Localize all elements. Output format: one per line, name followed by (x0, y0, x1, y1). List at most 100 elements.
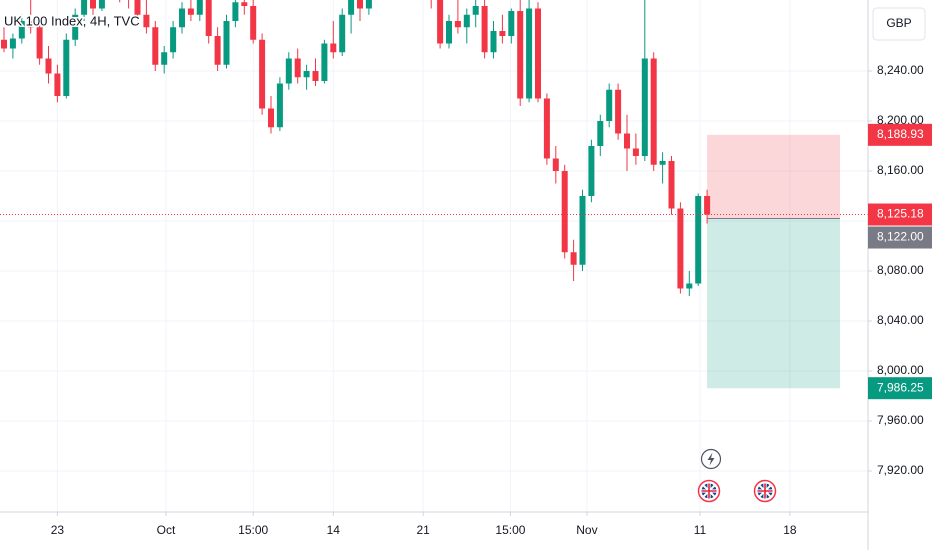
candle-body (624, 133, 630, 149)
candle-body (152, 27, 159, 65)
candle-body (348, 0, 355, 15)
price-badge-label: 7,986.25 (877, 380, 924, 394)
x-tick-label: 18 (783, 523, 797, 537)
candle-body (276, 83, 283, 128)
candle-body (205, 0, 212, 36)
candle-body (285, 58, 292, 84)
candle-body (72, 14, 79, 40)
candle-body (54, 73, 61, 96)
candle-body (588, 146, 595, 196)
candle-body (170, 27, 177, 53)
candle-body (161, 52, 168, 65)
candle-body (650, 58, 657, 165)
candle-body (686, 283, 693, 289)
candle-body (454, 21, 461, 28)
y-tick-label: 8,160.00 (877, 163, 924, 177)
candle-body (632, 148, 639, 156)
candle-body (668, 161, 675, 209)
candle-body (81, 0, 88, 15)
candle-body (90, 0, 96, 9)
candle-body (321, 43, 328, 81)
event-icons (697, 448, 777, 503)
candle-body (552, 158, 559, 171)
candle-body (579, 196, 586, 265)
price-badge (868, 226, 932, 249)
x-tick-label: 21 (417, 523, 431, 537)
candle-body (526, 8, 533, 99)
candle-body (232, 2, 239, 21)
candle-body (187, 8, 194, 15)
candle-body (268, 108, 274, 128)
candle-body (490, 31, 497, 53)
target-zone (707, 218, 840, 389)
candle-body (9, 38, 16, 49)
price-badge-label: 8,125.18 (877, 207, 924, 221)
candle-body (472, 6, 479, 15)
candle-body (27, 21, 34, 28)
candle-body (463, 14, 470, 28)
candle-body (98, 0, 105, 9)
candle-body (365, 0, 372, 9)
candle-body (677, 208, 684, 289)
plot-area (0, 0, 868, 389)
x-tick-label: Nov (576, 523, 597, 537)
candle-body (659, 161, 666, 165)
candle-body (339, 14, 346, 53)
y-tick-label: 8,000.00 (877, 363, 924, 377)
candle-body (695, 196, 702, 284)
currency-button[interactable] (872, 7, 926, 41)
uk-flag-icon[interactable] (753, 479, 777, 503)
axes: 7,920.00 7,960.00 8,000.00 8,040.00 8,080.00… (51, 63, 932, 537)
candle-body (597, 121, 604, 146)
candle-body (214, 36, 221, 65)
price-badge (868, 203, 932, 226)
candle-body (36, 27, 43, 59)
lightning (707, 452, 715, 466)
y-tick-label: 8,080.00 (877, 263, 924, 277)
uk-flag-icon[interactable] (697, 479, 721, 503)
candle-body (357, 0, 363, 9)
candle-body (641, 58, 648, 156)
candle-body (704, 196, 711, 215)
x-tick-label: 14 (327, 523, 341, 537)
x-tick-label: 11 (694, 523, 707, 537)
candle-body (223, 21, 230, 65)
candle-body (294, 58, 301, 78)
price-badge-label: 8,122.00 (877, 230, 924, 244)
y-tick-label: 8,240.00 (877, 63, 924, 77)
candle-body (543, 98, 550, 159)
candle-body (517, 11, 524, 99)
candle-body (606, 89, 613, 121)
y-tick-label: 8,200.00 (877, 113, 924, 127)
candle-body (143, 14, 150, 28)
candle-body (570, 252, 577, 265)
chart-title: UK 100 Index, 4H, TVC (4, 13, 140, 28)
candle-body (437, 0, 444, 44)
candle-body (179, 8, 185, 28)
x-tick-label: 15:00 (238, 523, 268, 537)
candle-body (241, 2, 248, 6)
candle-body (1, 39, 7, 49)
candle-body (259, 39, 266, 109)
candle-body (63, 39, 70, 96)
y-tick-label: 8,040.00 (877, 313, 924, 327)
candle-body (18, 21, 25, 39)
candle-body (312, 71, 319, 81)
candle-body (45, 58, 52, 74)
candle-body (499, 31, 506, 36)
y-tick-label: 7,920.00 (877, 463, 924, 477)
candle-body (196, 0, 203, 15)
candle-body (330, 43, 337, 53)
stop-zone (707, 134, 840, 219)
currency-label[interactable]: GBP (886, 16, 911, 30)
y-tick-label: 7,960.00 (877, 413, 924, 427)
x-tick-label: 15:00 (495, 523, 525, 537)
price-badge-label: 8,188.93 (877, 127, 924, 141)
candle-body (508, 11, 515, 36)
price-badge (868, 123, 932, 146)
candle-body (561, 171, 568, 253)
candle-body (615, 89, 622, 134)
candle-body (446, 21, 452, 44)
